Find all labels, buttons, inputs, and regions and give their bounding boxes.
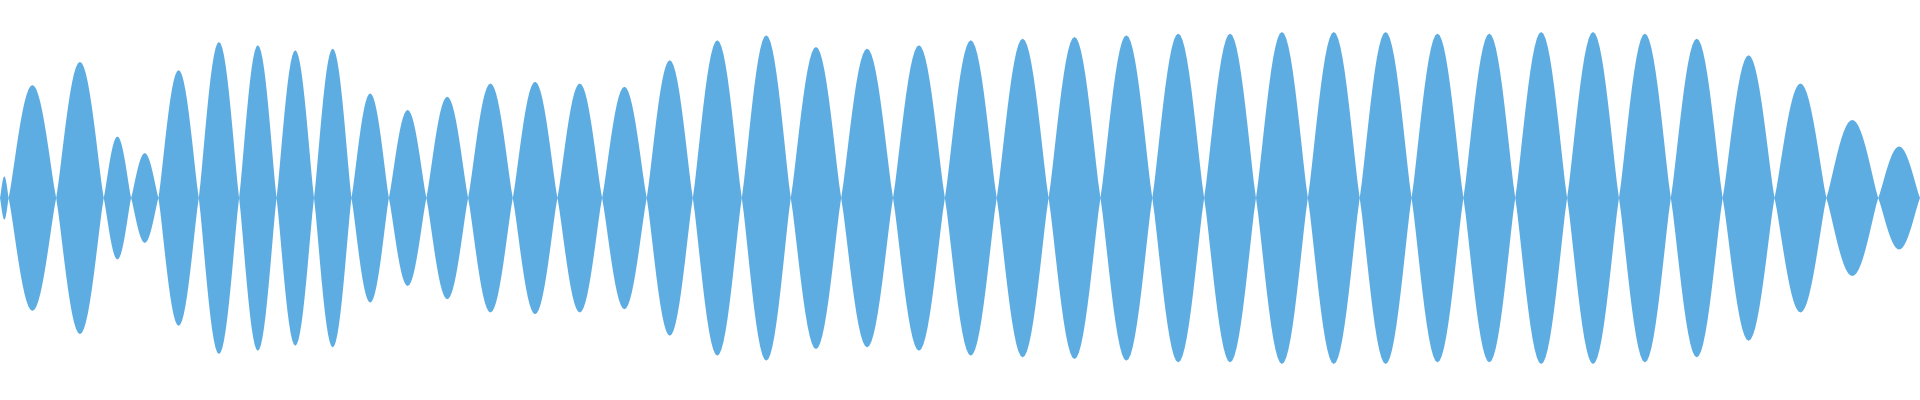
waveform-lobe <box>276 50 314 346</box>
waveform-lobe <box>103 136 132 260</box>
waveform-lobe <box>239 45 277 351</box>
waveform-lobe <box>198 41 240 355</box>
waveform-lobe <box>646 60 693 336</box>
waveform-lobe <box>314 48 352 348</box>
waveform-lobe <box>557 83 603 313</box>
waveform-lobe <box>0 176 9 220</box>
waveform-lobe <box>1048 36 1101 360</box>
waveform-lobe <box>1670 38 1723 358</box>
waveform-lobe <box>131 153 159 243</box>
waveform-lobe <box>1307 32 1360 364</box>
waveform-lobe <box>1618 33 1671 363</box>
waveform-lobe <box>790 46 842 350</box>
waveform-lobe <box>1359 32 1412 364</box>
waveform-lobe <box>841 48 894 348</box>
waveform-lobe <box>8 85 57 311</box>
waveform-lobe <box>158 70 199 326</box>
waveform-lobe <box>56 61 104 335</box>
waveform-lobe <box>1204 33 1256 363</box>
waveform-lobe <box>1878 146 1920 250</box>
waveform-lobe <box>388 110 427 286</box>
waveform-lobe <box>692 40 742 356</box>
waveform-lobe <box>893 45 945 351</box>
waveform-lobe <box>1774 83 1827 313</box>
waveform-lobe <box>1100 35 1153 361</box>
waveform-lobe <box>944 40 997 356</box>
waveform-lobe <box>1722 55 1775 341</box>
waveform-lobe <box>741 35 791 361</box>
waveform-lobe <box>512 81 558 315</box>
waveform-lobe <box>996 38 1049 358</box>
waveform-lobe <box>1567 32 1619 364</box>
waveform-lobe <box>1255 32 1308 364</box>
waveform-lobe <box>1515 32 1568 364</box>
waveform-lobe <box>1411 33 1464 363</box>
waveform-lobe <box>602 86 647 310</box>
waveform-lobe <box>1826 119 1879 277</box>
waveform-lobe <box>351 93 389 303</box>
waveform-lobe <box>1152 33 1205 363</box>
waveform-lobe <box>1463 33 1516 363</box>
waveform-lobe <box>426 96 469 300</box>
waveform-lobe <box>468 83 513 313</box>
